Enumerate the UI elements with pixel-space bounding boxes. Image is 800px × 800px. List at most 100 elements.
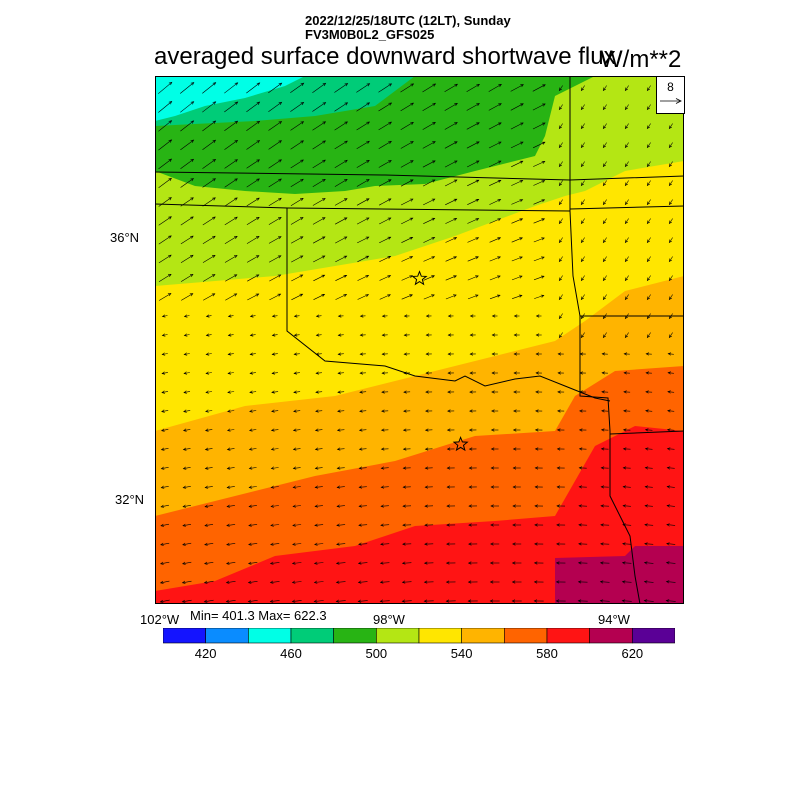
wind-arrowhead xyxy=(555,561,560,565)
wind-arrow xyxy=(581,332,585,338)
wind-arrowhead xyxy=(343,255,348,259)
wind-arrowhead xyxy=(233,274,238,278)
wind-arrow xyxy=(336,562,346,564)
wind-arrowhead xyxy=(212,120,217,124)
wind-arrowhead xyxy=(534,466,539,470)
wind-arrowhead xyxy=(600,466,605,470)
wind-arrow xyxy=(162,353,168,355)
wind-arrow xyxy=(247,293,259,301)
wind-arrowhead xyxy=(556,504,560,508)
wind-arrowhead xyxy=(533,580,538,584)
wind-arrow xyxy=(184,334,190,336)
wind-arrowhead xyxy=(467,580,472,584)
wind-arrowhead xyxy=(401,561,406,565)
wind-arrowhead xyxy=(622,523,626,527)
wind-arrowhead xyxy=(558,106,563,111)
wind-arrow xyxy=(401,237,413,243)
wind-arrowhead xyxy=(293,333,298,337)
wind-arrow xyxy=(180,101,194,113)
wind-arrowhead xyxy=(497,180,502,183)
wind-arrowhead xyxy=(668,239,673,244)
wind-arrow xyxy=(510,141,524,149)
wind-arrowhead xyxy=(403,371,407,375)
wind-arrowhead xyxy=(646,182,651,187)
wind-arrowhead xyxy=(541,218,546,222)
wind-arrow xyxy=(533,199,545,205)
wind-arrowhead xyxy=(469,409,473,413)
wind-arrowhead xyxy=(299,274,304,278)
wind-arrow xyxy=(158,178,172,188)
wind-arrowhead xyxy=(447,314,452,318)
wind-arrowhead xyxy=(447,333,452,337)
wind-arrowhead xyxy=(624,163,629,168)
wind-arrowhead xyxy=(234,140,239,144)
wind-arrowhead xyxy=(401,580,406,584)
wind-arrowhead xyxy=(666,542,670,546)
wind-arrow xyxy=(334,140,348,150)
wind-arrow xyxy=(227,391,235,393)
wind-arrow xyxy=(271,391,279,393)
wind-arrow xyxy=(315,429,323,431)
wind-arrow xyxy=(182,580,192,584)
lat-label-32n: 32°N xyxy=(115,492,145,507)
wind-arrowhead xyxy=(432,83,437,87)
wind-arrow xyxy=(666,581,676,583)
wind-arrow xyxy=(644,543,654,545)
wind-arrow xyxy=(337,429,345,431)
wind-arrowhead xyxy=(643,580,648,584)
colorbar-swatch xyxy=(504,628,548,644)
wind-arrow xyxy=(559,161,563,167)
wind-arrowhead xyxy=(491,371,495,375)
wind-arrow xyxy=(666,600,676,602)
wind-arrow xyxy=(622,581,632,583)
wind-arrow xyxy=(359,467,367,469)
wind-arrowhead xyxy=(511,580,516,584)
wind-arrowhead xyxy=(646,258,651,263)
wind-arrowhead xyxy=(248,447,253,451)
wind-arrowhead xyxy=(315,409,319,413)
wind-arrow xyxy=(202,255,216,263)
wind-arrow xyxy=(226,524,236,526)
wind-arrow xyxy=(160,523,170,527)
wind-arrowhead xyxy=(512,466,517,470)
wind-arrow xyxy=(559,180,563,186)
wind-arrow xyxy=(625,275,629,281)
lat-label-36n: 36°N xyxy=(110,230,140,245)
wind-arrow xyxy=(202,139,216,151)
wind-arrowhead xyxy=(204,504,209,508)
wind-arrowhead xyxy=(668,201,673,206)
wind-arrowhead xyxy=(578,485,583,489)
wind-arrow xyxy=(335,275,347,281)
wind-arrowhead xyxy=(271,352,276,356)
wind-arrowhead xyxy=(278,217,282,221)
wind-arrowhead xyxy=(622,466,627,470)
wind-arrow xyxy=(180,82,194,94)
wind-arrow xyxy=(202,197,216,207)
wind-arrowhead xyxy=(646,106,651,111)
wind-arrow xyxy=(180,274,194,282)
wind-arrowhead xyxy=(168,235,172,239)
wind-arrow xyxy=(248,524,258,526)
wind-arrowhead xyxy=(226,542,230,546)
wind-arrowhead xyxy=(270,466,275,470)
wind-arrow xyxy=(534,295,544,299)
wind-arrowhead xyxy=(291,580,296,584)
wind-arrow xyxy=(532,103,546,111)
wind-arrow xyxy=(315,410,323,412)
wind-arrow xyxy=(226,562,236,564)
wind-arrowhead xyxy=(424,466,429,470)
wind-arrowhead xyxy=(558,163,563,168)
wind-arrow xyxy=(225,274,237,282)
wind-arrowhead xyxy=(622,504,626,508)
wind-arrowhead xyxy=(541,180,546,183)
wind-arrowhead xyxy=(533,599,538,603)
wind-arrowhead xyxy=(359,352,364,356)
wind-arrow xyxy=(358,543,368,545)
wind-arrow xyxy=(316,334,322,336)
wind-arrowhead xyxy=(271,371,275,375)
wind-arrow xyxy=(268,255,282,263)
wind-arrowhead xyxy=(278,121,283,125)
wind-arrow xyxy=(401,275,413,281)
wind-arrow xyxy=(313,294,325,300)
wind-arrowhead xyxy=(402,447,407,451)
